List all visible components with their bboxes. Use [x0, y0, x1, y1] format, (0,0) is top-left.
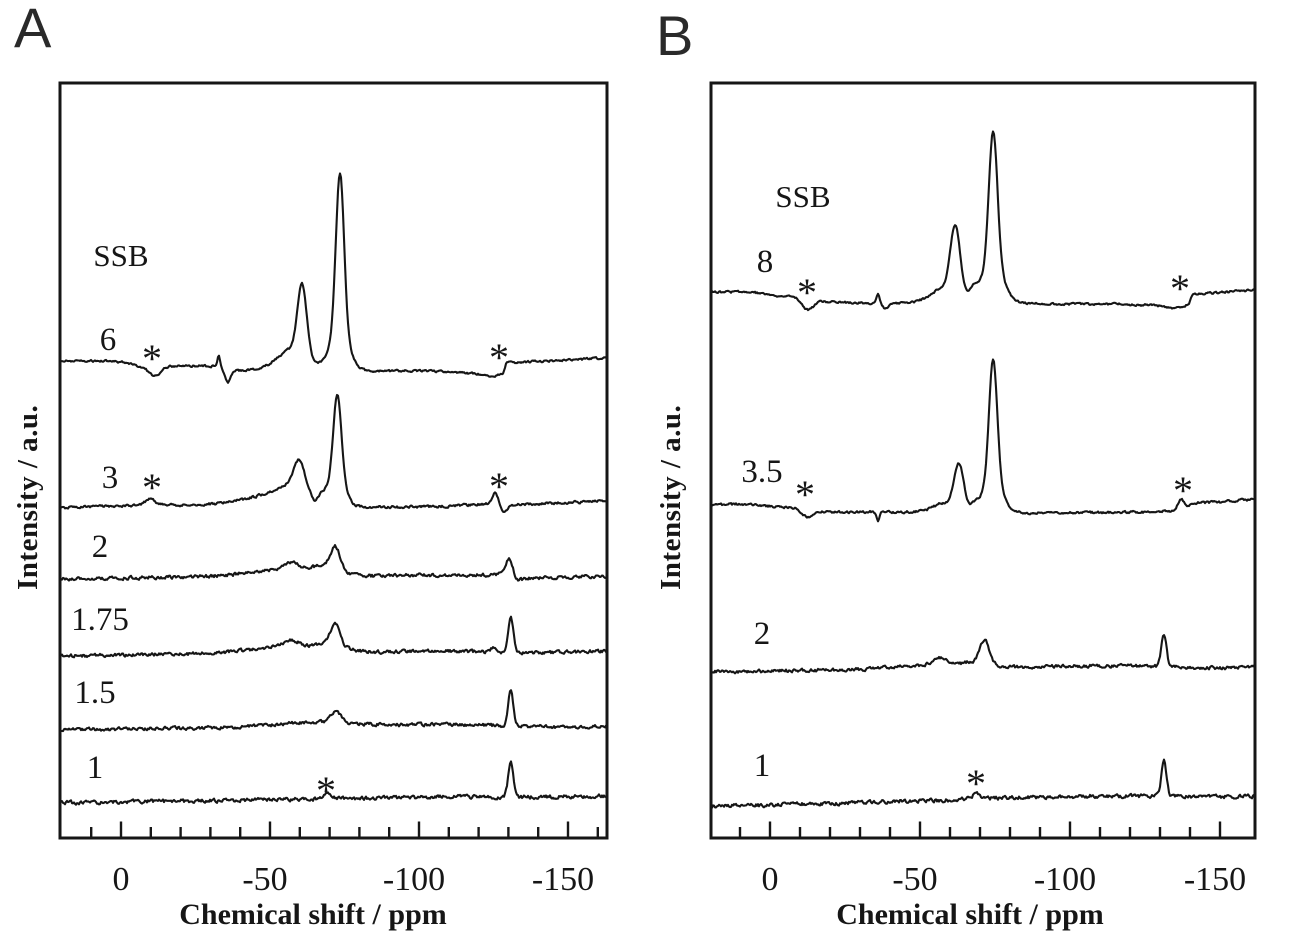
- panel-a-trace-2: [58, 544, 609, 582]
- panel-a-frame: [58, 81, 609, 840]
- panel-b-ssb-asterisk: *: [795, 472, 815, 517]
- panel-a-tick-label: 0: [113, 861, 130, 898]
- panel-a-ssb-asterisk: *: [489, 335, 509, 380]
- panel-a-tick-label: -100: [383, 861, 445, 898]
- panel-a-ssb-asterisk: *: [142, 465, 162, 510]
- panel-a-tick-label: -50: [242, 861, 287, 898]
- panel-b-trace-label-8: 8: [757, 244, 774, 280]
- panel-b-ssb-asterisk: *: [797, 270, 817, 315]
- panel-b-trace-8: [709, 130, 1257, 312]
- panel-a-trace-label-2: 2: [92, 529, 109, 565]
- panel-a-ssb-asterisk: *: [142, 336, 162, 381]
- panel-a-trace-label-3: 3: [102, 460, 119, 496]
- panel-b-x-axis-label: Chemical shift / ppm: [836, 898, 1104, 931]
- panel-b-frame: [709, 81, 1257, 840]
- panel-a-trace-label-1.75: 1.75: [71, 602, 129, 638]
- panel-a-ssb-asterisk: *: [489, 464, 509, 509]
- panel-b-trace-label-3.5: 3.5: [741, 454, 782, 490]
- panel-a-ssb-label: SSB: [93, 238, 148, 273]
- panel-b-trace-2: [709, 634, 1257, 675]
- panel-a-trace-1.5: [58, 689, 609, 733]
- panel-b-ssb-asterisk: *: [1173, 468, 1193, 513]
- panel-b-trace-1: [709, 758, 1257, 809]
- panel-b-tick-label: -50: [892, 861, 937, 898]
- panel-a-ssb-asterisk: *: [316, 768, 336, 813]
- panel-b-trace-3.5: [709, 358, 1257, 523]
- panel-a-trace-3: [58, 393, 609, 514]
- panel-a-letter: A: [14, 0, 52, 59]
- panel-a-trace-label-1.5: 1.5: [74, 675, 115, 711]
- panel-a-trace-1: [58, 760, 609, 806]
- panel-b-tick-label: -150: [1184, 861, 1246, 898]
- panel-b-ssb-asterisk: *: [1170, 266, 1190, 311]
- panel-b-ssb-asterisk: *: [966, 761, 986, 806]
- panel-a-trace-1.75: [58, 615, 609, 659]
- panel-b-letter: B: [656, 4, 694, 67]
- panel-b-trace-label-2: 2: [754, 616, 771, 652]
- panel-b-tick-label: -100: [1034, 861, 1096, 898]
- panel-b-trace-label-1: 1: [754, 748, 771, 784]
- panel-b-tick-label: 0: [762, 861, 779, 898]
- panel-a-x-axis-label: Chemical shift / ppm: [179, 898, 447, 931]
- panel-b-ssb-label: SSB: [775, 179, 830, 214]
- panel-a-trace-label-6: 6: [100, 322, 117, 358]
- panel-a-tick-label: -150: [532, 861, 594, 898]
- panel-a-trace-6: [58, 172, 609, 384]
- panel-a-trace-label-1: 1: [87, 750, 104, 786]
